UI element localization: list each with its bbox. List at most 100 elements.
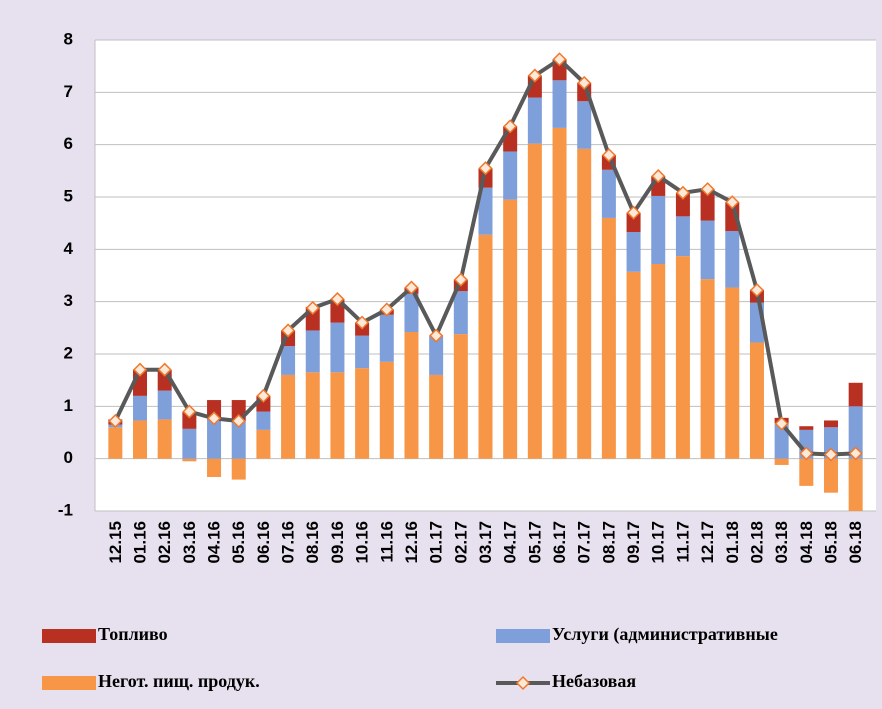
- bar: [823, 420, 838, 428]
- bar: [133, 420, 148, 459]
- x-tick-label: 07.17: [575, 521, 594, 564]
- marker: [379, 302, 394, 317]
- bar: [478, 234, 493, 459]
- x-tick-label: 05.17: [525, 521, 544, 564]
- marker: [725, 195, 740, 210]
- bar: [305, 372, 320, 459]
- bar: [355, 335, 370, 369]
- bar: [157, 419, 172, 459]
- bar: [256, 411, 271, 430]
- bar: [700, 279, 715, 459]
- marker: [774, 416, 789, 431]
- marker: [749, 283, 765, 298]
- x-tick-label: 02.16: [155, 521, 174, 564]
- x-tick-label: 02.18: [747, 521, 766, 564]
- bar: [404, 332, 419, 459]
- y-tick-label: 1: [64, 396, 73, 415]
- bar: [527, 143, 542, 459]
- marker: [305, 300, 320, 316]
- marker: [256, 388, 271, 403]
- x-tick-label: 07.16: [279, 521, 298, 564]
- bar: [503, 151, 518, 200]
- bar: [355, 368, 370, 459]
- y-tick-label: 6: [64, 134, 73, 153]
- x-tick-label: 03.18: [772, 521, 791, 564]
- y-tick-label: 7: [64, 82, 73, 101]
- y-tick-label: 0: [64, 448, 73, 467]
- bar: [108, 427, 123, 459]
- bar: [700, 189, 715, 221]
- bar: [207, 400, 222, 420]
- legend-label: Негот. пищ. продук.: [98, 671, 260, 691]
- legend-swatch: [42, 676, 96, 690]
- bar: [725, 287, 740, 459]
- x-tick-label: 05.18: [821, 521, 840, 564]
- legend-swatch: [42, 629, 96, 643]
- marker: [404, 280, 419, 295]
- y-tick-label: 4: [64, 239, 74, 258]
- marker: [453, 272, 468, 287]
- marker: [601, 148, 616, 163]
- x-tick-label: 12.17: [698, 521, 717, 564]
- marker: [281, 323, 296, 338]
- bar: [207, 458, 222, 477]
- x-tick-label: 01.18: [723, 521, 742, 564]
- bar: [577, 101, 592, 149]
- legend: Негот. пищ. продук. Услуги (административ…: [42, 624, 778, 691]
- marker: [848, 446, 863, 461]
- y-tick-label: 2: [64, 343, 73, 362]
- x-tick-label: 05.16: [229, 521, 248, 564]
- bar: [626, 271, 641, 459]
- x-tick-label: 08.16: [303, 521, 322, 564]
- bar: [626, 212, 641, 233]
- legend-label: Небазовая: [552, 671, 636, 691]
- x-tick-label: 06.18: [846, 521, 865, 564]
- marker: [429, 328, 444, 343]
- x-tick-label: 08.17: [599, 521, 618, 564]
- bar: [453, 291, 468, 335]
- bar: [700, 220, 715, 280]
- bar: [429, 374, 444, 459]
- marker: [355, 315, 370, 330]
- bar: [848, 406, 863, 459]
- x-tick-label: 10.17: [649, 521, 668, 564]
- bar: [774, 423, 789, 459]
- marker: [651, 169, 666, 184]
- x-tick-label: 06.17: [550, 521, 569, 564]
- marker: [503, 119, 518, 134]
- x-tick-label: 04.17: [501, 521, 520, 564]
- bar: [823, 458, 838, 493]
- bar: [182, 428, 197, 459]
- legend-label: Услуги (административные: [552, 624, 778, 645]
- bar: [577, 148, 592, 459]
- y-tick-label: 5: [64, 186, 73, 205]
- bar: [231, 420, 246, 459]
- marker: [527, 68, 542, 83]
- marker: [626, 205, 641, 220]
- bar: [651, 195, 666, 264]
- bar: [848, 382, 863, 407]
- marker: [478, 161, 493, 176]
- bar: [601, 169, 616, 218]
- bar: [379, 314, 394, 362]
- marker: [206, 411, 222, 426]
- x-tick-label: 10.16: [353, 521, 372, 564]
- x-tick-label: 01.16: [131, 521, 150, 564]
- marker: [132, 362, 148, 377]
- bar: [675, 192, 690, 217]
- bar: [182, 458, 197, 462]
- bar: [799, 458, 814, 486]
- y-tick-label: 8: [64, 29, 73, 48]
- bar: [133, 395, 148, 421]
- bar: [651, 263, 666, 459]
- bar: [182, 411, 197, 429]
- x-tick-label: 02.17: [451, 521, 470, 564]
- bar: [404, 293, 419, 333]
- legend-marker: [515, 675, 531, 691]
- bar: [231, 458, 246, 480]
- x-tick-label: 11.17: [673, 521, 692, 563]
- marker: [675, 185, 690, 200]
- bar: [503, 199, 518, 459]
- x-tick-label: 01.17: [427, 521, 446, 564]
- marker: [108, 413, 123, 429]
